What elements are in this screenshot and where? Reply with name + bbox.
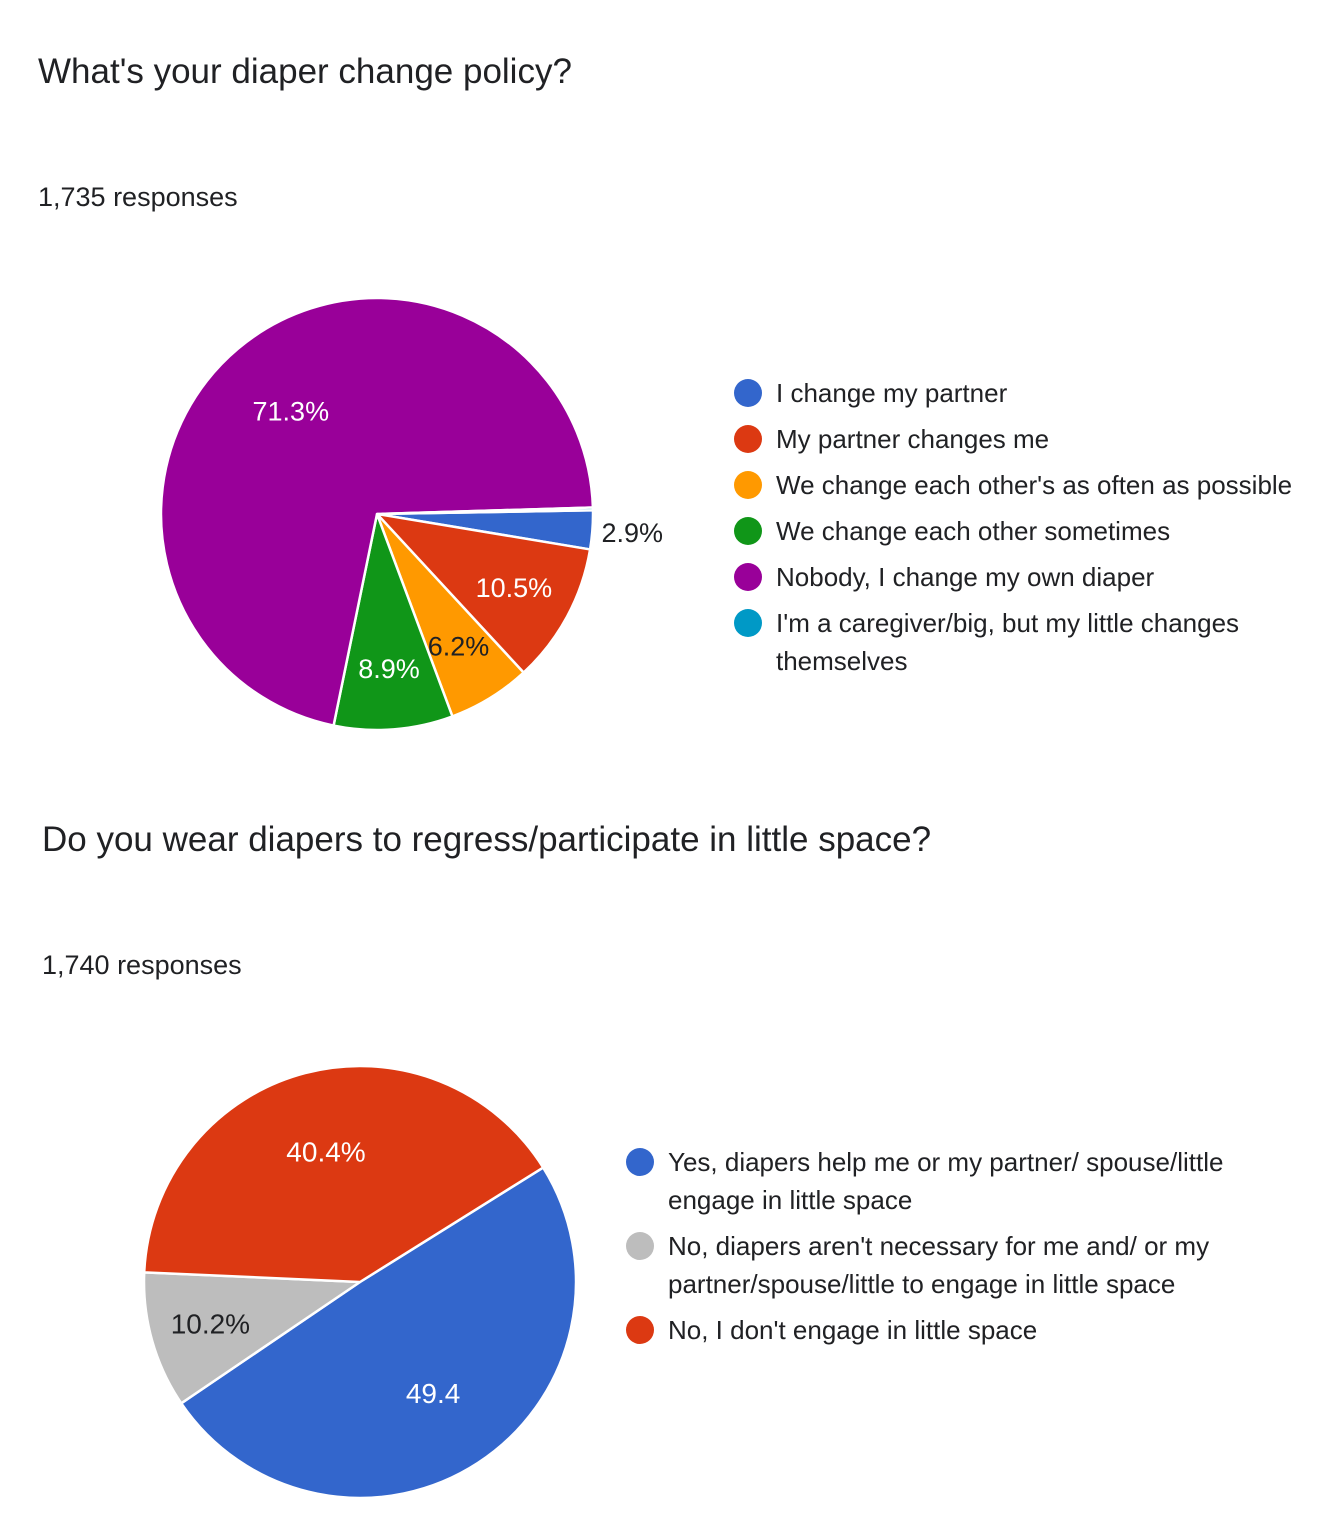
chart-panel-little-space: Do you wear diapers to regress/participa… [0, 770, 1340, 1517]
legend-swatch [734, 425, 762, 453]
legend-label: We change each other sometimes [776, 516, 1171, 546]
legend-swatch [626, 1148, 654, 1176]
pie-slice-yes-diapers-help-me-or-my-partner-spouse [180, 1166, 578, 1500]
legend-label: We change each other's as often as possi… [776, 470, 1293, 500]
legend-swatch [734, 471, 762, 499]
pie-slice-no-i-don-t-engage-in-little-space [142, 1064, 545, 1284]
legend-swatch [626, 1316, 654, 1344]
pie-slice-we-change-each-other-sometimes [332, 512, 454, 732]
chart-legend: I change my partner My partner changes me… [734, 374, 1314, 688]
legend-swatch [734, 609, 762, 637]
legend-label: I'm a caregiver/big, but my little chang… [776, 608, 1240, 676]
data-label-we-change-each-other-sometimes: 8.9% [358, 654, 420, 684]
data-label-no-i-don-t-engage-in-little-space: 40.4% [286, 1137, 365, 1168]
legend-swatch [626, 1232, 654, 1260]
legend-swatch [734, 563, 762, 591]
pie-chart: 2.9% 10.5% 6.2% 8.9% 71.3% [159, 296, 664, 732]
pie-slice-nobody-i-change-my-own-diaper [159, 296, 595, 727]
legend-item-i-m-a-caregiver-big-but-my-little-change[interactable]: I'm a caregiver/big, but my little chang… [734, 604, 1314, 680]
chart-legend: Yes, diapers help me or my partner/ spou… [626, 1143, 1226, 1357]
pie-slice-my-partner-changes-me [375, 512, 592, 674]
data-label-nobody-i-change-my-own-diaper: 71.3% [253, 397, 330, 427]
legend-item-yes-diapers-help-me-or-my-partner-spouse[interactable]: Yes, diapers help me or my partner/ spou… [626, 1143, 1226, 1219]
legend-item-my-partner-changes-me[interactable]: My partner changes me [734, 420, 1314, 458]
data-label-no-diapers-aren-t-necessary-for-me-and-o: 10.2% [171, 1308, 250, 1339]
legend-label: No, diapers aren't necessary for me and/… [668, 1231, 1210, 1299]
data-label-my-partner-changes-me: 10.5% [476, 573, 553, 603]
legend-label: I change my partner [776, 378, 1008, 408]
chart-title: What's your diaper change policy? [38, 52, 572, 91]
pie-slice-no-diapers-aren-t-necessary-for-me-and-o [142, 1271, 362, 1405]
legend-label: My partner changes me [776, 424, 1050, 454]
data-label-i-change-my-partner: 2.9% [602, 518, 664, 548]
chart-title: Do you wear diapers to regress/participa… [42, 820, 932, 859]
data-label-we-change-each-other-s-as-often-as-possi: 6.2% [428, 632, 490, 662]
legend-label: No, I don't engage in little space [668, 1315, 1038, 1345]
legend-item-nobody-i-change-my-own-diaper[interactable]: Nobody, I change my own diaper [734, 558, 1314, 596]
legend-item-i-change-my-partner[interactable]: I change my partner [734, 374, 1314, 412]
legend-item-no-i-don-t-engage-in-little-space[interactable]: No, I don't engage in little space [626, 1311, 1226, 1349]
data-label-yes-diapers-help-me-or-my-partner-spouse: 49.4 [406, 1378, 461, 1409]
legend-item-we-change-each-other-sometimes[interactable]: We change each other sometimes [734, 512, 1314, 550]
pie-chart: 49.4 10.2% 40.4% [142, 1064, 578, 1500]
legend-item-we-change-each-other-s-as-often-as-possi[interactable]: We change each other's as often as possi… [734, 466, 1314, 504]
response-count: 1,740 responses [42, 950, 242, 980]
legend-label: Nobody, I change my own diaper [776, 562, 1155, 592]
legend-swatch [734, 379, 762, 407]
legend-item-no-diapers-aren-t-necessary-for-me-and-o[interactable]: No, diapers aren't necessary for me and/… [626, 1227, 1226, 1303]
pie-slice-i-m-a-caregiver-big-but-my-little-change [375, 506, 595, 516]
response-count: 1,735 responses [38, 182, 238, 212]
legend-label: Yes, diapers help me or my partner/ spou… [668, 1147, 1224, 1215]
chart-panel-diaper-change-policy: What's your diaper change policy? 1,735 … [38, 52, 1314, 732]
legend-swatch [734, 517, 762, 545]
